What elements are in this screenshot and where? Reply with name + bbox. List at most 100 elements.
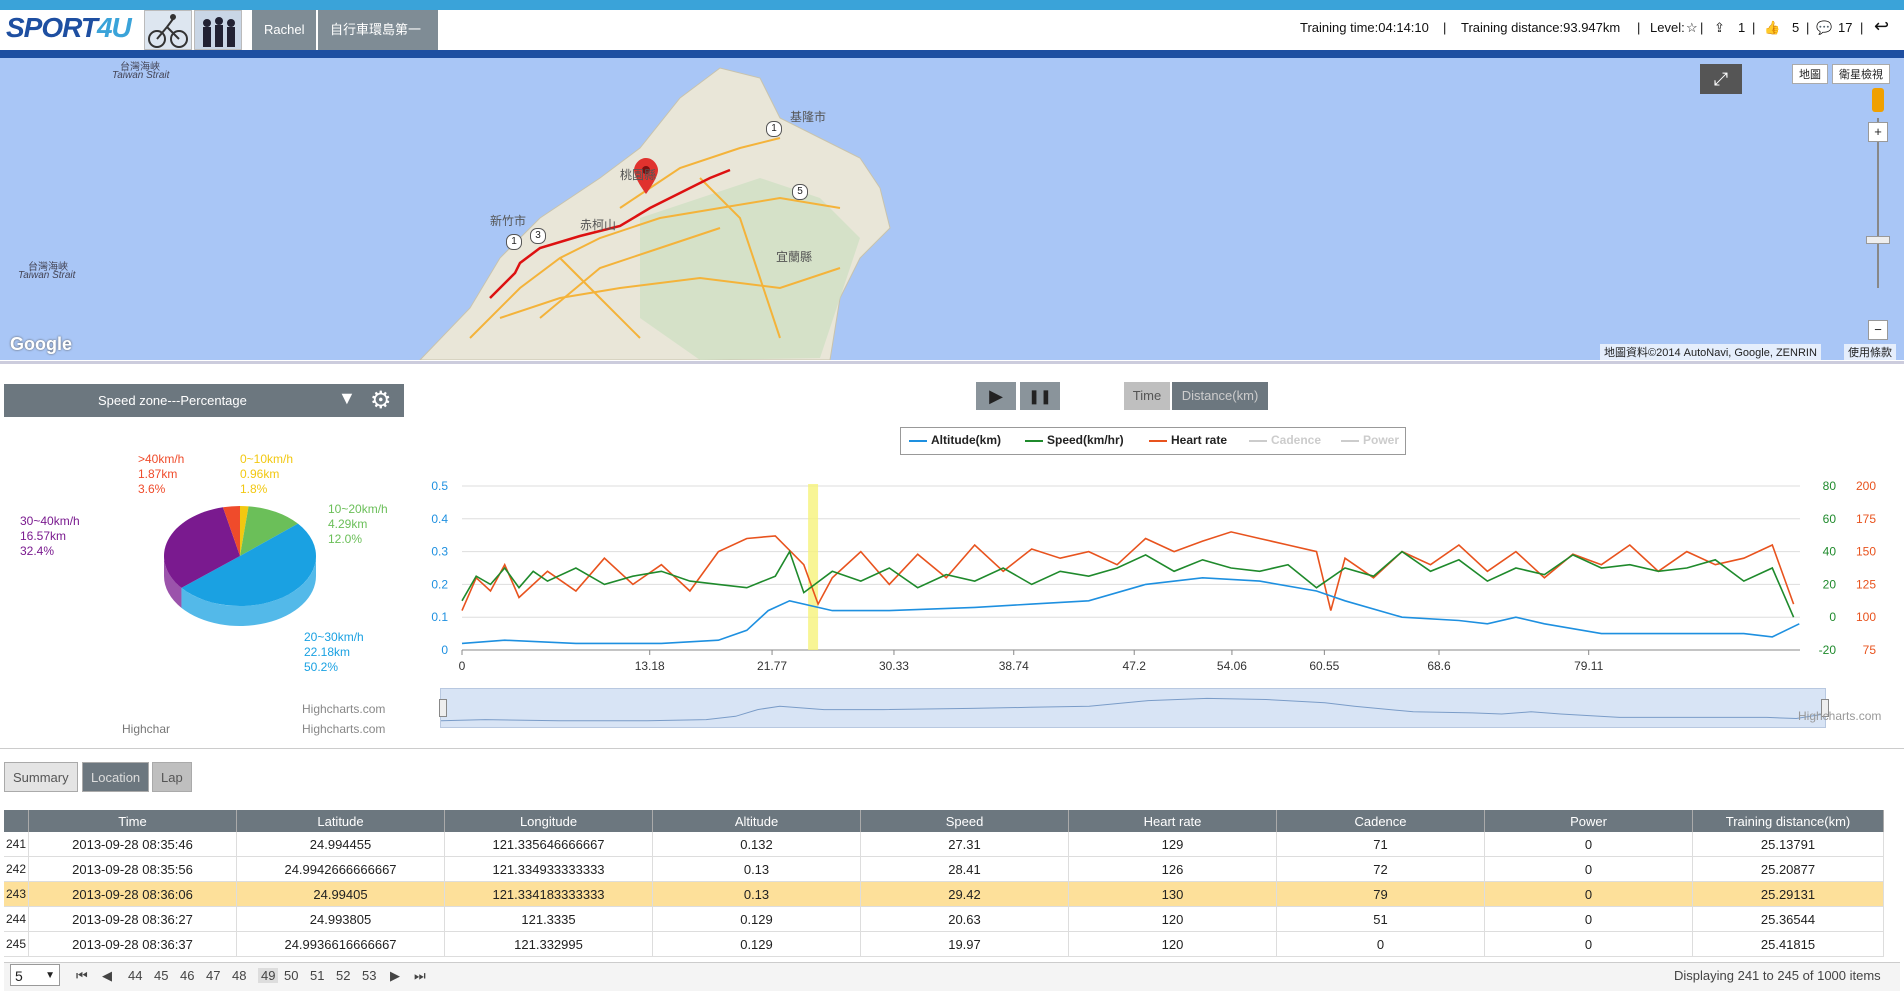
fullscreen-icon[interactable]: ⤢ [1700,64,1742,94]
legend-power[interactable]: Power [1363,433,1400,447]
next-page-icon[interactable]: ▶ [390,968,400,983]
zone-dropdown[interactable]: Speed zone---Percentage ▼ ⚙ [4,384,404,417]
table-cell: 121.334183333333 [444,881,653,907]
page-size-select[interactable]: 5 ▼ [10,964,60,986]
page-link[interactable]: 51 [310,968,325,983]
pie-pct: 1.8% [240,482,268,496]
count-comments: 17 [1838,20,1853,35]
first-page-icon[interactable]: ⏮ [76,968,88,983]
activity-title-tab[interactable]: 自行車環島第一天 [318,10,438,77]
page-link[interactable]: 50 [284,968,299,983]
column-header[interactable]: Speed [860,810,1069,832]
tab-lap[interactable]: Lap [152,762,192,792]
page-link[interactable]: 44 [128,968,143,983]
satellite-view-button[interactable]: 衛星檢視 [1832,64,1890,84]
pie-dist: 0.96km [240,467,280,481]
legend-heart-rate[interactable]: Heart rate [1171,433,1228,447]
level-label: Level: [1650,20,1685,35]
page-link[interactable]: 52 [336,968,351,983]
y-left-tick-label: 0.5 [431,479,448,493]
legend-swatch [909,440,927,442]
prev-page-icon[interactable]: ◀ [102,968,112,983]
pie-zone: >40km/h [138,452,185,466]
column-header[interactable]: Longitude [444,810,653,832]
tab-summary[interactable]: Summary [4,762,78,792]
page-link[interactable]: 47 [206,968,221,983]
page-size-value: 5 [15,968,23,984]
terms-link[interactable]: 使用條款 [1844,344,1896,360]
x-tick-label: 13.18 [635,659,665,673]
table-cell: 129 [1068,832,1277,857]
chevron-down-icon: ▼ [338,388,356,408]
upload-icon[interactable]: ⇪ [1714,20,1725,35]
page-link[interactable]: 53 [362,968,377,983]
zoom-out-button[interactable]: − [1868,320,1888,340]
table-row[interactable]: 241 2013-09-28 08:35:46 24.994455 121.33564… [4,832,1884,857]
user-name-tab[interactable]: Rachel [252,10,317,50]
x-tick-label: 47.2 [1123,659,1147,673]
table-row[interactable]: 245 2013-09-28 08:36:37 24.9936616666667 12… [4,931,1884,957]
column-header[interactable]: Power [1484,810,1693,832]
speed-series [461,549,1795,618]
training-line-chart[interactable]: 0 13.18 21.77 30.33 38.74 47.2 54.06 60.55 68.6 7… [400,460,1880,730]
legend-cadence[interactable]: Cadence [1271,433,1322,447]
chart-credit: Highcharts.com [302,722,386,736]
page-link[interactable]: 46 [180,968,195,983]
legend-speed[interactable]: Speed(km/hr) [1047,433,1124,447]
group-photo-avatar[interactable] [194,10,242,50]
zoom-in-button[interactable]: + [1868,122,1888,142]
thumbs-up-icon[interactable]: 👍 [1764,20,1781,35]
column-header[interactable]: Altitude [652,810,861,832]
cyclist-avatar[interactable] [144,10,192,50]
column-header[interactable]: Heart rate [1068,810,1277,832]
table-cell: 0.129 [652,931,861,957]
legend-altitude[interactable]: Altitude(km) [931,433,1001,447]
location-grid: Time Latitude Longitude Altitude Speed H… [4,810,1884,957]
range-navigator[interactable] [439,688,1829,728]
navigator-right-handle[interactable] [1821,699,1829,717]
pegman-icon[interactable] [1872,88,1884,112]
x-tick-label: 38.74 [999,659,1029,673]
strait-label-en: Taiwan Strait [112,70,170,81]
comment-icon[interactable]: 💬 [1816,20,1833,35]
play-button[interactable]: ▶ [976,382,1016,410]
pause-button[interactable]: ❚❚ [1020,382,1060,410]
time-axis-button[interactable]: Time [1124,382,1170,410]
column-header[interactable]: Time [28,810,237,832]
tab-location[interactable]: Location [82,762,150,792]
pie-zone: 30~40km/h [20,514,80,528]
page-link[interactable]: 48 [232,968,247,983]
zoom-slider-handle[interactable] [1866,236,1890,244]
page-link[interactable]: 45 [154,968,169,983]
table-cell: 25.29131 [1692,881,1884,907]
pie-slice [240,506,249,556]
map-view-button[interactable]: 地圖 [1792,64,1828,84]
route-map[interactable]: 台灣海峽 Taiwan Strait 台灣海峽 Taiwan Strait 基隆… [0,58,1904,360]
pie-label-40plus: >40km/h 1.87km 3.6% [138,452,184,497]
section-divider [0,748,1904,749]
place-label: 桃園縣 [620,168,657,182]
strait-label: 台灣海峽 [28,262,68,273]
distance-axis-button[interactable]: Distance(km) [1172,382,1268,410]
table-row[interactable]: 242 2013-09-28 08:35:56 24.9942666666667 12… [4,856,1884,882]
last-page-icon[interactable]: ⏭ [414,968,426,983]
column-header[interactable]: Cadence [1276,810,1485,832]
page-link-current[interactable]: 49 [258,968,279,983]
gear-icon[interactable]: ⚙ [370,387,392,414]
y-right-speed-tick-label: -20 [1819,643,1837,657]
table-cell: 24.9936616666667 [236,931,445,957]
table-cell: 24.993805 [236,906,445,932]
count-upload: 1 [1738,20,1746,35]
column-header[interactable]: Training distance(km) [1692,810,1884,832]
x-tick-label: 0 [459,659,466,673]
table-row[interactable]: 243 2013-09-28 08:36:06 24.99405 121.334183… [4,881,1884,907]
row-number: 241 [4,832,29,857]
table-row[interactable]: 244 2013-09-28 08:36:27 24.993805 121.3335 0… [4,906,1884,932]
back-arrow-icon[interactable]: ↩ [1874,16,1890,36]
zoom-track [1877,118,1879,288]
top-accent-bar [0,0,1904,10]
navigator-left-handle[interactable] [439,699,447,717]
column-header[interactable]: Latitude [236,810,445,832]
sport4u-logo[interactable]: SPORT4U [6,12,140,48]
strait-label-en: Taiwan Strait [18,270,76,281]
